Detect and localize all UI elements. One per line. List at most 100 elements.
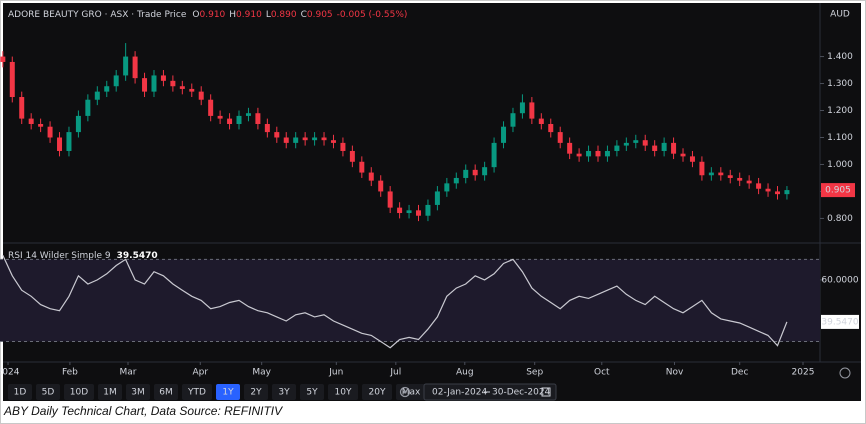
settings-corner-icon[interactable] — [839, 367, 851, 379]
range-label: 10D — [70, 388, 88, 398]
axes: 1.4001.3001.2001.1001.0000.9000.8002024F… — [0, 52, 859, 378]
range-button[interactable] — [300, 384, 324, 400]
candle-body — [765, 188, 771, 192]
candle-body — [529, 102, 535, 119]
currency: AUD — [830, 10, 850, 20]
candle-body — [104, 86, 110, 92]
candle-body — [123, 56, 129, 76]
candle-body — [245, 113, 251, 116]
candle-body — [66, 132, 72, 151]
range-button[interactable] — [36, 384, 60, 400]
candle-body — [444, 183, 450, 192]
rsi-last-label: 39.5470 — [821, 317, 858, 327]
candle-body — [671, 142, 677, 154]
range-label: 3Y — [278, 388, 290, 398]
candle-body — [642, 140, 648, 146]
candle-body — [595, 150, 601, 157]
candle-body — [548, 124, 554, 133]
candle-body — [501, 126, 507, 143]
y-tick-label: 1.300 — [827, 79, 853, 89]
last-price-label: 0.905 — [825, 186, 851, 196]
x-tick-label: Aug — [456, 368, 474, 378]
range-button[interactable] — [216, 384, 240, 400]
candle-body — [633, 140, 639, 143]
candle-body — [472, 169, 478, 176]
y-tick-label: 1.200 — [827, 106, 853, 116]
range-button[interactable] — [64, 384, 94, 400]
rsi-last-value: 39.5470 — [117, 251, 158, 261]
rsi-last-tag — [821, 314, 859, 329]
range-button[interactable] — [8, 384, 32, 400]
candle-body — [538, 118, 544, 124]
candle-body — [614, 145, 620, 151]
candle-body — [378, 180, 384, 192]
caption: ABY Daily Technical Chart, Data Source: … — [3, 404, 283, 418]
legend-value: 0.905 — [307, 10, 333, 20]
date-to: 30-Dec-2024 — [492, 388, 551, 398]
range-label: Max — [402, 388, 421, 398]
settings-icon[interactable] — [399, 386, 411, 398]
rsi-line — [2, 255, 788, 349]
candle-body — [359, 161, 365, 173]
range-button[interactable] — [182, 384, 212, 400]
settings-icon-dot — [403, 390, 407, 394]
range-button[interactable] — [244, 384, 268, 400]
range-button[interactable] — [362, 384, 392, 400]
candle-body — [510, 113, 516, 127]
candle-body — [586, 150, 592, 157]
candle-body — [746, 180, 752, 184]
candle-body — [236, 115, 242, 124]
candle-body — [160, 75, 166, 81]
candle-body — [576, 153, 582, 157]
y-tick-label: 1.400 — [827, 52, 853, 62]
candle-body — [689, 156, 695, 162]
range-label: 1D — [14, 388, 27, 398]
candle-body — [623, 142, 629, 146]
range-button[interactable] — [272, 384, 296, 400]
candle-body — [170, 80, 176, 87]
range-label: 3M — [131, 388, 145, 398]
candle-body — [47, 126, 53, 138]
candle-body — [661, 142, 667, 151]
calendar-icon[interactable] — [541, 387, 551, 397]
x-tick-label: Apr — [192, 368, 208, 378]
candle-body — [406, 210, 412, 214]
candle-body — [416, 210, 422, 216]
range-button[interactable] — [126, 384, 150, 400]
candle-body — [198, 91, 204, 100]
candle-body — [94, 91, 100, 100]
rsi-title: RSI 14 Wilder Simple 9 — [8, 251, 111, 261]
range-button[interactable] — [328, 384, 358, 400]
range-label: YTD — [187, 388, 206, 398]
instrument-title: ADORE BEAUTY GRO · ASX · Trade Price — [8, 10, 187, 20]
legend-key: H — [229, 10, 236, 20]
candle-body — [179, 86, 185, 89]
candle-body — [208, 99, 214, 116]
x-tick-label: 2024 — [0, 368, 20, 378]
candle-body — [264, 124, 270, 133]
candle-body — [19, 97, 25, 119]
legend-key: L — [266, 10, 271, 20]
candle-body — [425, 204, 431, 216]
candle-body — [397, 207, 403, 214]
candle-body — [217, 115, 223, 119]
candle-body — [699, 161, 705, 176]
range-label: 20Y — [369, 388, 386, 398]
candle-body — [604, 150, 610, 157]
candle-body — [85, 99, 91, 116]
candle-body — [519, 102, 525, 114]
candle-body — [312, 137, 318, 141]
candle-body — [368, 172, 374, 181]
range-button[interactable] — [154, 384, 178, 400]
last-price-tag — [821, 183, 855, 198]
x-tick-label: Sep — [526, 368, 543, 378]
x-tick-label: Mar — [120, 368, 137, 378]
candle-body — [142, 78, 148, 92]
legend-value: 0.890 — [271, 10, 297, 20]
range-button[interactable] — [98, 384, 122, 400]
y-tick-label: 0.800 — [827, 214, 853, 224]
rsi-band — [0, 259, 820, 342]
candle-body — [482, 167, 488, 176]
range-label: 1M — [103, 388, 117, 398]
range-label: 2Y — [250, 388, 262, 398]
